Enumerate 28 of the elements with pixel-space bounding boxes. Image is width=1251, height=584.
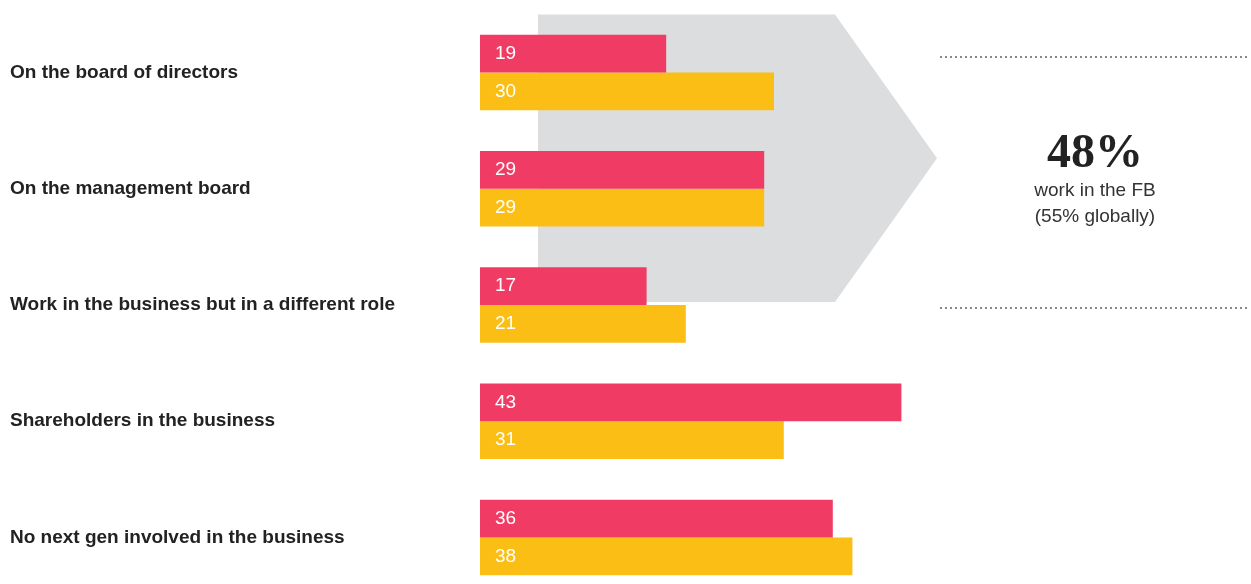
bar [480,499,833,538]
data-label: 30 [495,79,517,101]
data-label: 29 [495,158,517,180]
data-label: 17 [495,274,517,296]
data-label: 29 [495,195,517,217]
text: (55% globally) [1033,204,1157,228]
data-label: 38 [495,544,517,566]
y-tick-label: Shareholders in the business [10,409,276,431]
text: 48% [1046,124,1144,177]
bar [480,383,902,422]
data-label: 43 [495,390,517,412]
bar [480,305,686,343]
data-label: 31 [495,428,517,450]
text: work in the FB [1033,178,1157,202]
y-tick-label: On the management board [10,176,251,198]
y-tick-label: Work in the business but in a different role [10,293,395,315]
bar [480,421,784,460]
data-label: 19 [495,41,517,63]
bar [480,150,765,189]
y-tick-label: On the board of directors [10,60,239,82]
bar [480,34,667,73]
bar [480,188,765,227]
y-tick-label: No next gen involved in the business [10,525,345,547]
bar [480,267,647,305]
bar [480,72,774,111]
data-label: 21 [495,312,517,334]
data-label: 36 [495,506,517,528]
bar [480,537,853,576]
